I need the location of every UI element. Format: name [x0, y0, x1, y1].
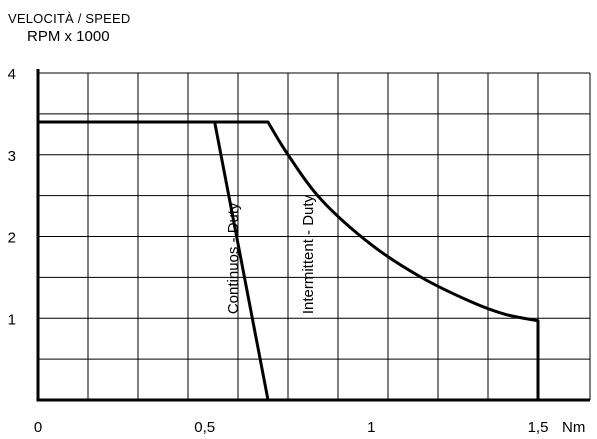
y-tick-label: 1: [8, 311, 16, 328]
x-tick-label: 0: [34, 419, 42, 436]
intermittent-duty-curve: [38, 120, 540, 400]
y-tick-label: 2: [8, 230, 16, 247]
y-axis-title-line1: VELOCITÀ / SPEED: [8, 11, 131, 26]
x-tick-label: 1,5: [528, 419, 549, 436]
y-tick-label: 4: [8, 66, 16, 83]
x-tick-label: 0,5: [194, 419, 215, 436]
continuous-duty-label: Continuos - Duty: [225, 202, 242, 314]
x-axis-unit: Nm: [562, 419, 585, 436]
y-axis-title-line2: RPM x 1000: [27, 28, 110, 45]
x-tick-label: 1: [367, 419, 375, 436]
y-tick-label: 3: [8, 148, 16, 165]
grid: [38, 72, 591, 400]
intermittent-duty-label: Intermittent - Duty: [300, 194, 317, 314]
